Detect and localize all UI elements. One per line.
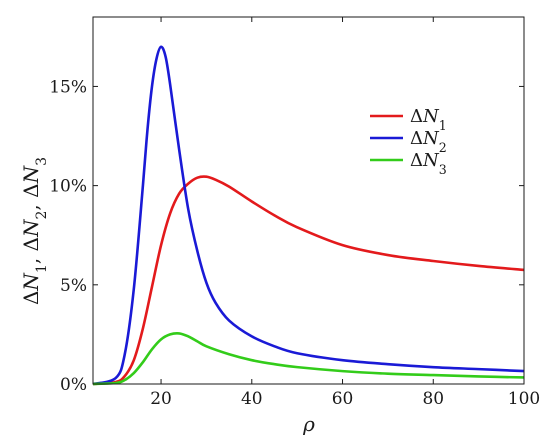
series-curves bbox=[92, 45, 525, 386]
x-tick-label: 20 bbox=[150, 389, 172, 409]
plot-area-frame bbox=[92, 16, 525, 385]
legend-label-1: ΔN1 bbox=[410, 106, 447, 133]
y-tick-label: 5% bbox=[60, 276, 87, 296]
y-tick-label: 10% bbox=[49, 177, 87, 197]
series-line-1 bbox=[92, 175, 525, 386]
x-axis-label: ρ bbox=[302, 412, 315, 436]
legend-label-2: ΔN2 bbox=[410, 128, 447, 155]
x-tick-label: 100 bbox=[508, 389, 540, 409]
y-tick-label: 15% bbox=[49, 77, 87, 97]
legend-label-3: ΔN3 bbox=[410, 150, 447, 177]
series-line-2 bbox=[92, 45, 525, 386]
y-tick-label: 0% bbox=[60, 375, 87, 395]
x-tick-label: 80 bbox=[422, 389, 444, 409]
series-line-3 bbox=[92, 331, 525, 386]
x-tick-label: 60 bbox=[332, 389, 354, 409]
x-tick-label: 40 bbox=[241, 389, 263, 409]
y-axis-label: ΔN1, ΔN2, ΔN3 bbox=[19, 157, 50, 305]
axis-ticks: 20 40 60 80 100 0% 5% 10% 15% bbox=[49, 17, 540, 409]
